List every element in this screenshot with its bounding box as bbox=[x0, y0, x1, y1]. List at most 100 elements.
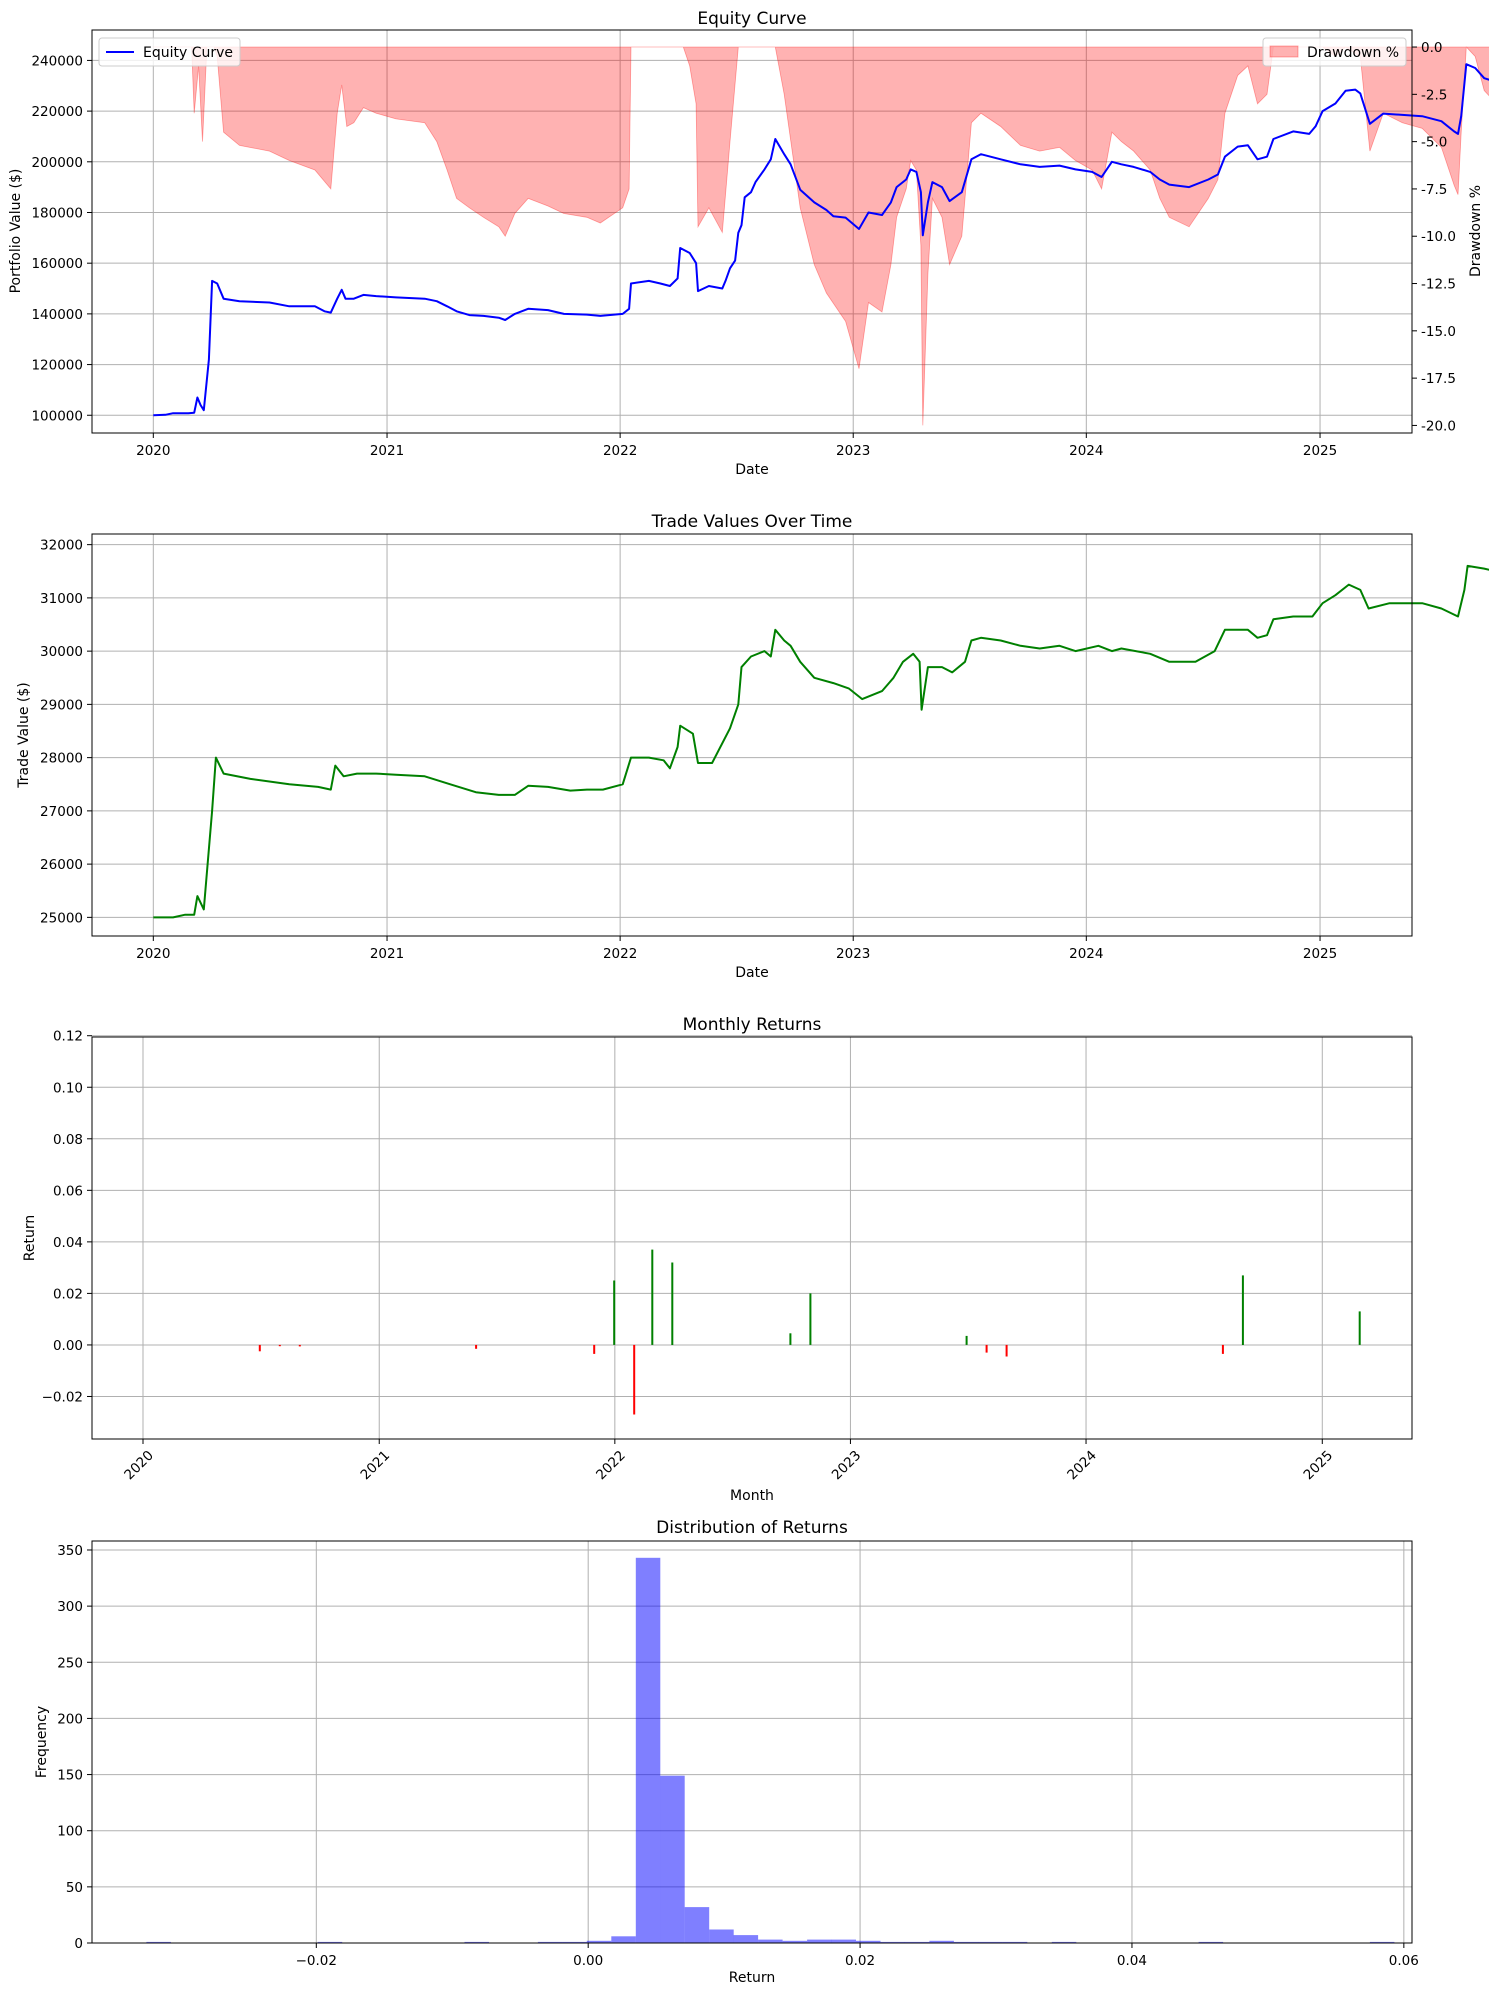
histogram-bar-50 bbox=[1369, 1941, 1395, 1943]
monthly-xtick-label-2022: 2022 bbox=[593, 1448, 629, 1484]
equity-xtick-label-2023: 2023 bbox=[836, 443, 870, 459]
dist-ytick-label-200: 200 bbox=[57, 1711, 83, 1727]
histogram-bar-16 bbox=[537, 1941, 563, 1943]
trades-title: Trade Values Over Time bbox=[651, 512, 853, 532]
dist-y-ticks: 0 50 100 150 200 250 300 350 bbox=[57, 1543, 92, 1952]
dist-panel: Distribution of Returns −0.02 0.00 0.02 0.0… bbox=[34, 1518, 1419, 1986]
monthly-ytick-label-0.04: 0.04 bbox=[53, 1235, 83, 1251]
trades-x-ticks: 2020 2021 2022 2023 2024 2025 bbox=[136, 936, 1337, 962]
drawdown-ytick-label-0: 0.0 bbox=[1421, 40, 1442, 56]
histogram-bar-37 bbox=[1051, 1941, 1077, 1943]
drawdown-ytick-label--15: -15.0 bbox=[1421, 324, 1456, 340]
trades-xtick-label-2023: 2023 bbox=[836, 946, 870, 962]
monthly-return-bar-16 bbox=[1358, 1311, 1361, 1345]
equity-legend: Equity Curve bbox=[98, 37, 241, 67]
drawdown-ytick-label--20: -20.0 bbox=[1421, 418, 1456, 434]
dist-plot-frame bbox=[91, 1540, 1413, 1944]
trades-ytick-label-31000: 31000 bbox=[40, 591, 83, 607]
drawdown-area-layer bbox=[152, 46, 1489, 426]
drawdown-legend-box bbox=[1262, 37, 1407, 67]
dist-ytick-label-250: 250 bbox=[57, 1655, 83, 1671]
histogram-bar-27 bbox=[807, 1939, 832, 1943]
drawdown-legend: Drawdown % bbox=[1262, 37, 1407, 67]
drawdown-ytick-label--10: -10.0 bbox=[1421, 229, 1456, 245]
monthly-grid bbox=[92, 1035, 1412, 1439]
monthly-ytick-label-0.08: 0.08 bbox=[53, 1132, 83, 1148]
trades-x-label: Date bbox=[735, 965, 768, 981]
equity-xtick-label-2022: 2022 bbox=[603, 443, 637, 459]
dist-ytick-label-0: 0 bbox=[74, 1936, 83, 1952]
equity-plot-frame bbox=[91, 29, 1413, 434]
histogram-bar-23 bbox=[709, 1929, 734, 1943]
monthly-return-bar-15 bbox=[1241, 1275, 1244, 1345]
drawdown-legend-swatch bbox=[1269, 45, 1299, 58]
histogram-bar-22 bbox=[684, 1907, 710, 1943]
equity-xtick-label-2020: 2020 bbox=[136, 443, 170, 459]
histogram-bar-32 bbox=[929, 1940, 954, 1943]
monthly-xtick-label-2021: 2021 bbox=[358, 1448, 394, 1484]
trades-panel: Trade Values Over Time 2020 2021 2022 2023 2… bbox=[16, 512, 1489, 981]
drawdown-ytick-label--2.5: -2.5 bbox=[1421, 87, 1447, 103]
dist-x-ticks: −0.02 0.00 0.02 0.04 0.06 bbox=[296, 1943, 1419, 1969]
monthly-return-bar-1 bbox=[278, 1344, 281, 1347]
trades-ytick-label-30000: 30000 bbox=[40, 644, 83, 660]
trades-y-ticks: 25000 26000 27000 28000 29000 30000 31000 32000 bbox=[40, 538, 92, 926]
histogram-bar-43 bbox=[1198, 1941, 1224, 1943]
dist-title: Distribution of Returns bbox=[656, 1518, 848, 1538]
histogram-bar-18 bbox=[586, 1940, 612, 1943]
dist-ytick-label-150: 150 bbox=[57, 1768, 83, 1784]
drawdown-ytick-label--12.5: -12.5 bbox=[1421, 277, 1456, 293]
histogram-bar-0 bbox=[146, 1941, 171, 1943]
monthly-x-ticks: 2020 2021 2022 2023 2024 2025 bbox=[121, 1439, 1336, 1483]
equity-ytick-label-160000: 160000 bbox=[31, 256, 83, 272]
trades-xtick-label-2025: 2025 bbox=[1303, 946, 1337, 962]
trades-xtick-label-2022: 2022 bbox=[603, 946, 637, 962]
drawdown-legend-label: Drawdown % bbox=[1307, 45, 1399, 61]
monthly-title: Monthly Returns bbox=[683, 1015, 822, 1035]
monthly-xtick-label-2023: 2023 bbox=[829, 1448, 865, 1484]
drawdown-y-ticks: 0.0 -2.5 -5.0 -7.5 -10.0 -12.5 -15.0 -17.5 -20.0 bbox=[1412, 40, 1456, 434]
equity-x-ticks: 2020 2021 2022 2023 2024 2025 bbox=[136, 433, 1337, 459]
dist-x-label: Return bbox=[729, 1970, 775, 1986]
histogram-bar-24 bbox=[733, 1935, 759, 1943]
trades-ytick-label-26000: 26000 bbox=[40, 857, 83, 873]
equity-x-label: Date bbox=[735, 462, 768, 478]
monthly-return-bar-13 bbox=[1005, 1344, 1008, 1357]
histogram-bar-30 bbox=[880, 1941, 905, 1943]
equity-xtick-label-2025: 2025 bbox=[1303, 443, 1337, 459]
dist-xtick-label--0.02: −0.02 bbox=[296, 1953, 337, 1969]
equity-ytick-label-180000: 180000 bbox=[31, 205, 83, 221]
monthly-ytick-label-0.12: 0.12 bbox=[53, 1029, 83, 1045]
equity-ytick-label-220000: 220000 bbox=[31, 104, 83, 120]
monthly-bars-layer bbox=[258, 1249, 1361, 1415]
trades-y-label: Trade Value ($) bbox=[16, 682, 32, 789]
trade-value-line bbox=[153, 564, 1489, 919]
monthly-ytick-label--0.02: −0.02 bbox=[42, 1389, 83, 1405]
equity-ytick-label-120000: 120000 bbox=[31, 358, 83, 374]
monthly-plot-frame bbox=[91, 1036, 1413, 1440]
trades-xtick-label-2020: 2020 bbox=[136, 946, 170, 962]
equity-grid bbox=[92, 30, 1412, 433]
dist-bars-layer bbox=[146, 1557, 1395, 1943]
equity-line-layer bbox=[153, 63, 1489, 417]
equity-panel: Equity Curve 2020 2021 2022 2023 2024 2025 10… bbox=[8, 9, 1489, 478]
monthly-return-bar-7 bbox=[651, 1249, 654, 1345]
equity-xtick-label-2021: 2021 bbox=[370, 443, 404, 459]
equity-y-label: Portfolio Value ($) bbox=[8, 169, 24, 294]
monthly-ytick-label-0.1: 0.10 bbox=[53, 1080, 83, 1096]
histogram-bar-29 bbox=[856, 1940, 881, 1943]
monthly-return-bar-2 bbox=[298, 1344, 301, 1347]
equity-ytick-label-100000: 100000 bbox=[31, 408, 83, 424]
trades-ytick-label-25000: 25000 bbox=[40, 910, 83, 926]
monthly-xtick-label-2025: 2025 bbox=[1301, 1448, 1337, 1484]
histogram-bar-13 bbox=[464, 1941, 489, 1943]
equity-ytick-label-240000: 240000 bbox=[31, 53, 83, 69]
monthly-return-bar-5 bbox=[613, 1280, 616, 1345]
equity-curve-line bbox=[153, 63, 1489, 417]
histogram-bar-35 bbox=[1002, 1941, 1028, 1943]
equity-legend-box bbox=[98, 37, 241, 67]
histogram-bar-25 bbox=[758, 1939, 783, 1943]
monthly-xtick-label-2020: 2020 bbox=[121, 1448, 157, 1484]
monthly-xtick-label-2024: 2024 bbox=[1064, 1448, 1100, 1484]
histogram-bar-33 bbox=[953, 1941, 979, 1943]
